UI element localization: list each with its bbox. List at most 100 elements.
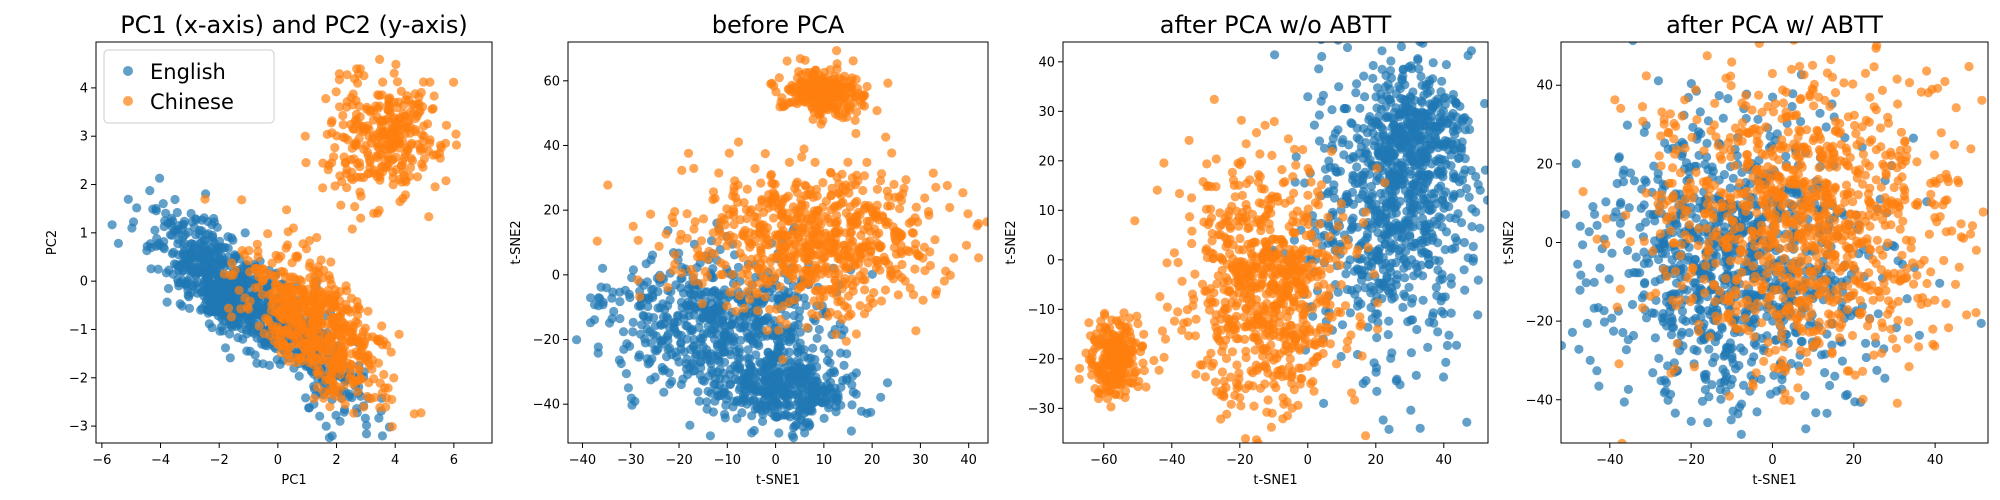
x-tick-label: −20 (665, 453, 692, 468)
data-point-english (659, 387, 669, 397)
data-point-chinese (807, 309, 817, 319)
data-point-english (1359, 71, 1369, 81)
data-point-english (1341, 192, 1351, 202)
data-point-english (1329, 193, 1340, 203)
data-point-english (824, 403, 834, 413)
data-point-chinese (805, 189, 815, 200)
data-point-chinese (806, 269, 816, 279)
data-point-english (1387, 122, 1397, 133)
data-point-english (1475, 223, 1485, 233)
data-point-chinese (974, 253, 984, 263)
data-point-chinese (797, 223, 807, 233)
data-point-english (1374, 119, 1384, 129)
data-point-chinese (337, 177, 347, 187)
data-point-chinese (319, 393, 329, 403)
data-point-english (694, 322, 704, 333)
data-point-english (128, 217, 139, 227)
data-point-chinese (770, 193, 780, 203)
data-point-english (210, 290, 220, 300)
data-point-chinese (302, 306, 312, 316)
data-point-english (830, 383, 840, 393)
data-point-chinese (838, 113, 848, 123)
data-point-english (1317, 51, 1327, 62)
data-point-english (717, 316, 728, 326)
data-point-chinese (394, 329, 404, 339)
data-point-english (1446, 308, 1456, 318)
data-point-chinese (895, 204, 905, 214)
data-point-chinese (860, 285, 870, 295)
data-point-english (1423, 88, 1433, 98)
data-point-english (1417, 80, 1427, 90)
data-point-english (740, 393, 750, 403)
data-point-english (1387, 348, 1397, 358)
data-point-english (743, 345, 753, 355)
data-point-chinese (891, 236, 901, 246)
data-point-english (689, 285, 699, 295)
data-point-english (739, 320, 750, 330)
data-point-english (1366, 282, 1376, 292)
data-point-chinese (364, 132, 374, 142)
data-point-english (1309, 120, 1319, 130)
data-point-chinese (859, 204, 869, 214)
data-point-chinese (423, 119, 433, 129)
data-point-english (1389, 292, 1399, 302)
data-point-chinese (424, 212, 434, 222)
data-point-chinese (361, 352, 371, 363)
data-point-english (1356, 142, 1366, 152)
data-point-chinese (847, 73, 857, 83)
data-point-english (782, 399, 792, 410)
data-point-chinese (802, 214, 812, 224)
data-point-chinese (355, 187, 365, 197)
data-point-english (749, 394, 759, 404)
data-point-english (1413, 181, 1423, 191)
data-point-chinese (346, 359, 356, 370)
data-point-english (808, 343, 818, 353)
data-point-english (1378, 415, 1388, 425)
data-point-english (1387, 191, 1397, 201)
data-point-english (691, 349, 701, 359)
data-point-chinese (398, 193, 408, 203)
data-point-chinese (349, 154, 359, 164)
x-tick-label: −40 (569, 453, 596, 468)
data-point-chinese (859, 90, 869, 100)
data-point-english (227, 278, 237, 288)
data-point-english (1438, 372, 1449, 382)
data-point-chinese (696, 236, 707, 246)
data-point-english (107, 220, 117, 230)
data-point-chinese (313, 312, 323, 322)
data-point-english (172, 207, 182, 218)
data-point-english (1349, 266, 1359, 276)
data-point-chinese (901, 175, 911, 185)
data-point-chinese (840, 97, 851, 107)
data-point-chinese (391, 59, 401, 69)
data-point-chinese (852, 170, 862, 180)
data-point-chinese (852, 196, 862, 206)
data-point-english (1385, 238, 1395, 248)
data-point-chinese (415, 146, 426, 156)
data-point-chinese (355, 172, 366, 182)
data-point-chinese (698, 214, 709, 224)
data-point-english (1317, 42, 1326, 45)
data-point-chinese (710, 193, 720, 203)
data-point-english (758, 416, 768, 426)
data-point-chinese (1124, 313, 1135, 323)
data-point-english (720, 413, 730, 423)
data-point-english (159, 237, 169, 247)
data-point-english (598, 263, 608, 273)
data-point-chinese (766, 169, 777, 180)
data-point-english (702, 397, 712, 407)
data-point-chinese (677, 165, 687, 175)
data-point-english (1408, 294, 1418, 304)
data-point-english (294, 371, 304, 381)
data-point-chinese (900, 276, 910, 286)
data-point-chinese (289, 312, 299, 322)
data-point-english (648, 292, 658, 303)
data-point-chinese (322, 338, 332, 348)
data-point-chinese (633, 275, 643, 285)
data-point-english (1419, 195, 1430, 205)
data-point-chinese (416, 408, 426, 418)
data-point-chinese (811, 239, 821, 249)
x-tick-label: 20 (864, 453, 881, 468)
data-point-english (1339, 103, 1349, 114)
